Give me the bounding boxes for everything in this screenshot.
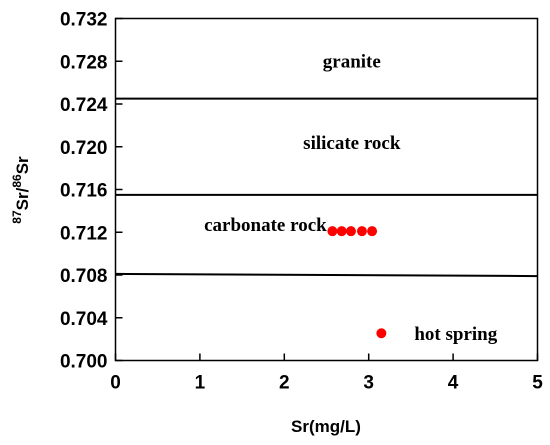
- y-tick-label-0: 0.700: [60, 352, 108, 373]
- y-tick-label-4: 0.716: [60, 181, 108, 202]
- boundary-lines: [115, 97, 538, 278]
- legend-label: hot spring: [414, 324, 497, 345]
- x-tick-label-3: 3: [363, 373, 374, 394]
- y-tick-label-5: 0.720: [60, 138, 108, 159]
- x-tick-label-0: 0: [110, 373, 121, 394]
- data-point-1: [336, 226, 347, 237]
- data-point-3: [356, 226, 367, 237]
- data-points: [327, 226, 378, 237]
- y-tick-label-3: 0.712: [60, 223, 108, 244]
- x-tick-label-4: 4: [448, 373, 459, 394]
- y-axis-title: 87Sr/86Sr: [10, 156, 32, 224]
- x-axis: 0 1 2 3 4 5: [110, 353, 543, 394]
- y-tick-label-1: 0.704: [60, 309, 108, 330]
- x-axis-title: Sr(mg/L): [291, 417, 361, 436]
- legend-marker: [376, 328, 387, 339]
- y-axis-title-sup2: 86: [10, 174, 24, 188]
- y-tick-label-7: 0.728: [60, 52, 108, 73]
- y-axis: 0.700 0.704 0.708 0.712 0.716 0.720 0.724 0.728…: [60, 10, 123, 373]
- data-point-4: [367, 226, 378, 237]
- x-tick-label-2: 2: [279, 373, 290, 394]
- y-tick-label-8: 0.732: [60, 10, 108, 31]
- region-label-silicate-rock: silicate rock: [303, 133, 401, 154]
- y-tick-label-6: 0.724: [60, 95, 108, 116]
- x-tick-label-5: 5: [532, 373, 543, 394]
- region-label-carbonate-rock: carbonate rock: [204, 215, 327, 236]
- legend: hot spring: [376, 324, 498, 345]
- region-label-granite: granite: [323, 52, 381, 73]
- y-axis-title-sup1: 87: [10, 210, 24, 224]
- y-axis-title-mid: Sr/: [13, 187, 32, 210]
- region-labels: granite silicate rock carbonate rock: [204, 52, 401, 237]
- x-tick-label-1: 1: [195, 373, 206, 394]
- boundary-line-2: [115, 272, 538, 278]
- data-point-2: [345, 226, 356, 237]
- y-axis-title-end: Sr: [13, 156, 32, 174]
- data-point-0: [327, 226, 338, 237]
- y-tick-label-2: 0.708: [60, 266, 108, 287]
